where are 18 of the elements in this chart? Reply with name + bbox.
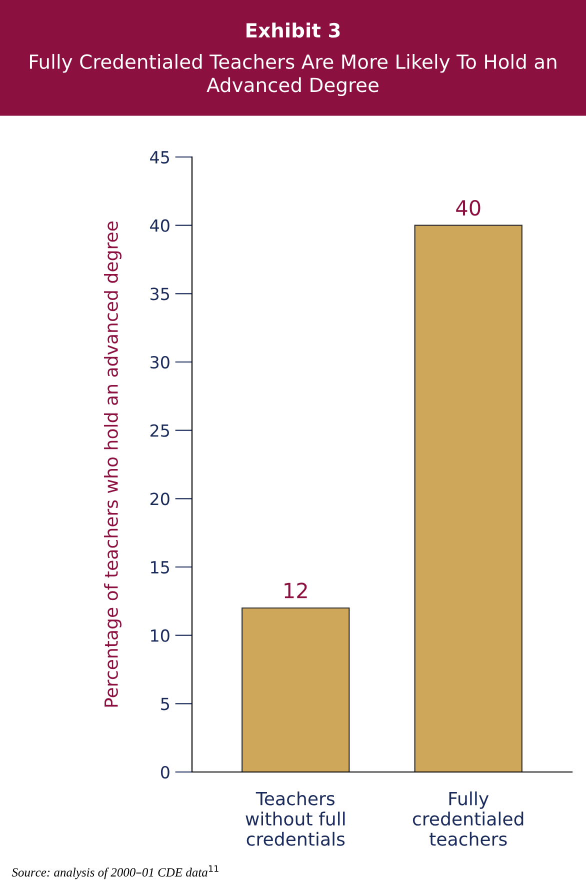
y-tick-label: 15 [151, 561, 170, 574]
y-tick-label: 45 [150, 151, 170, 164]
source-note: Source: analysis of 2000–01 CDE data$^{11}$ [12, 865, 218, 880]
y-axis-title: Percentage of teachers who hold an advanced degree [104, 222, 122, 707]
y-tick-label: 20 [150, 492, 170, 506]
y-tick-label: 10 [151, 629, 170, 642]
chart-subtitle: Fully Credentialed Teachers Are More Likely To Hold an Advanced Degree [30, 54, 556, 96]
y-tick-label: 40 [150, 219, 170, 232]
x-tick-label: Fully credentialed teachers [412, 791, 524, 846]
chart-title: Exhibit 3 [246, 22, 340, 38]
y-tick-label: 25 [150, 424, 170, 437]
x-tick-label: Teachers without full credentials [246, 791, 345, 846]
y-tick-label: 5 [161, 698, 170, 710]
data-label: 12 [284, 582, 307, 598]
y-tick-label: 30 [150, 356, 170, 369]
y-tick-label: 0 [160, 766, 170, 779]
data-label: 40 [456, 200, 480, 216]
y-tick-label: 35 [150, 288, 170, 300]
